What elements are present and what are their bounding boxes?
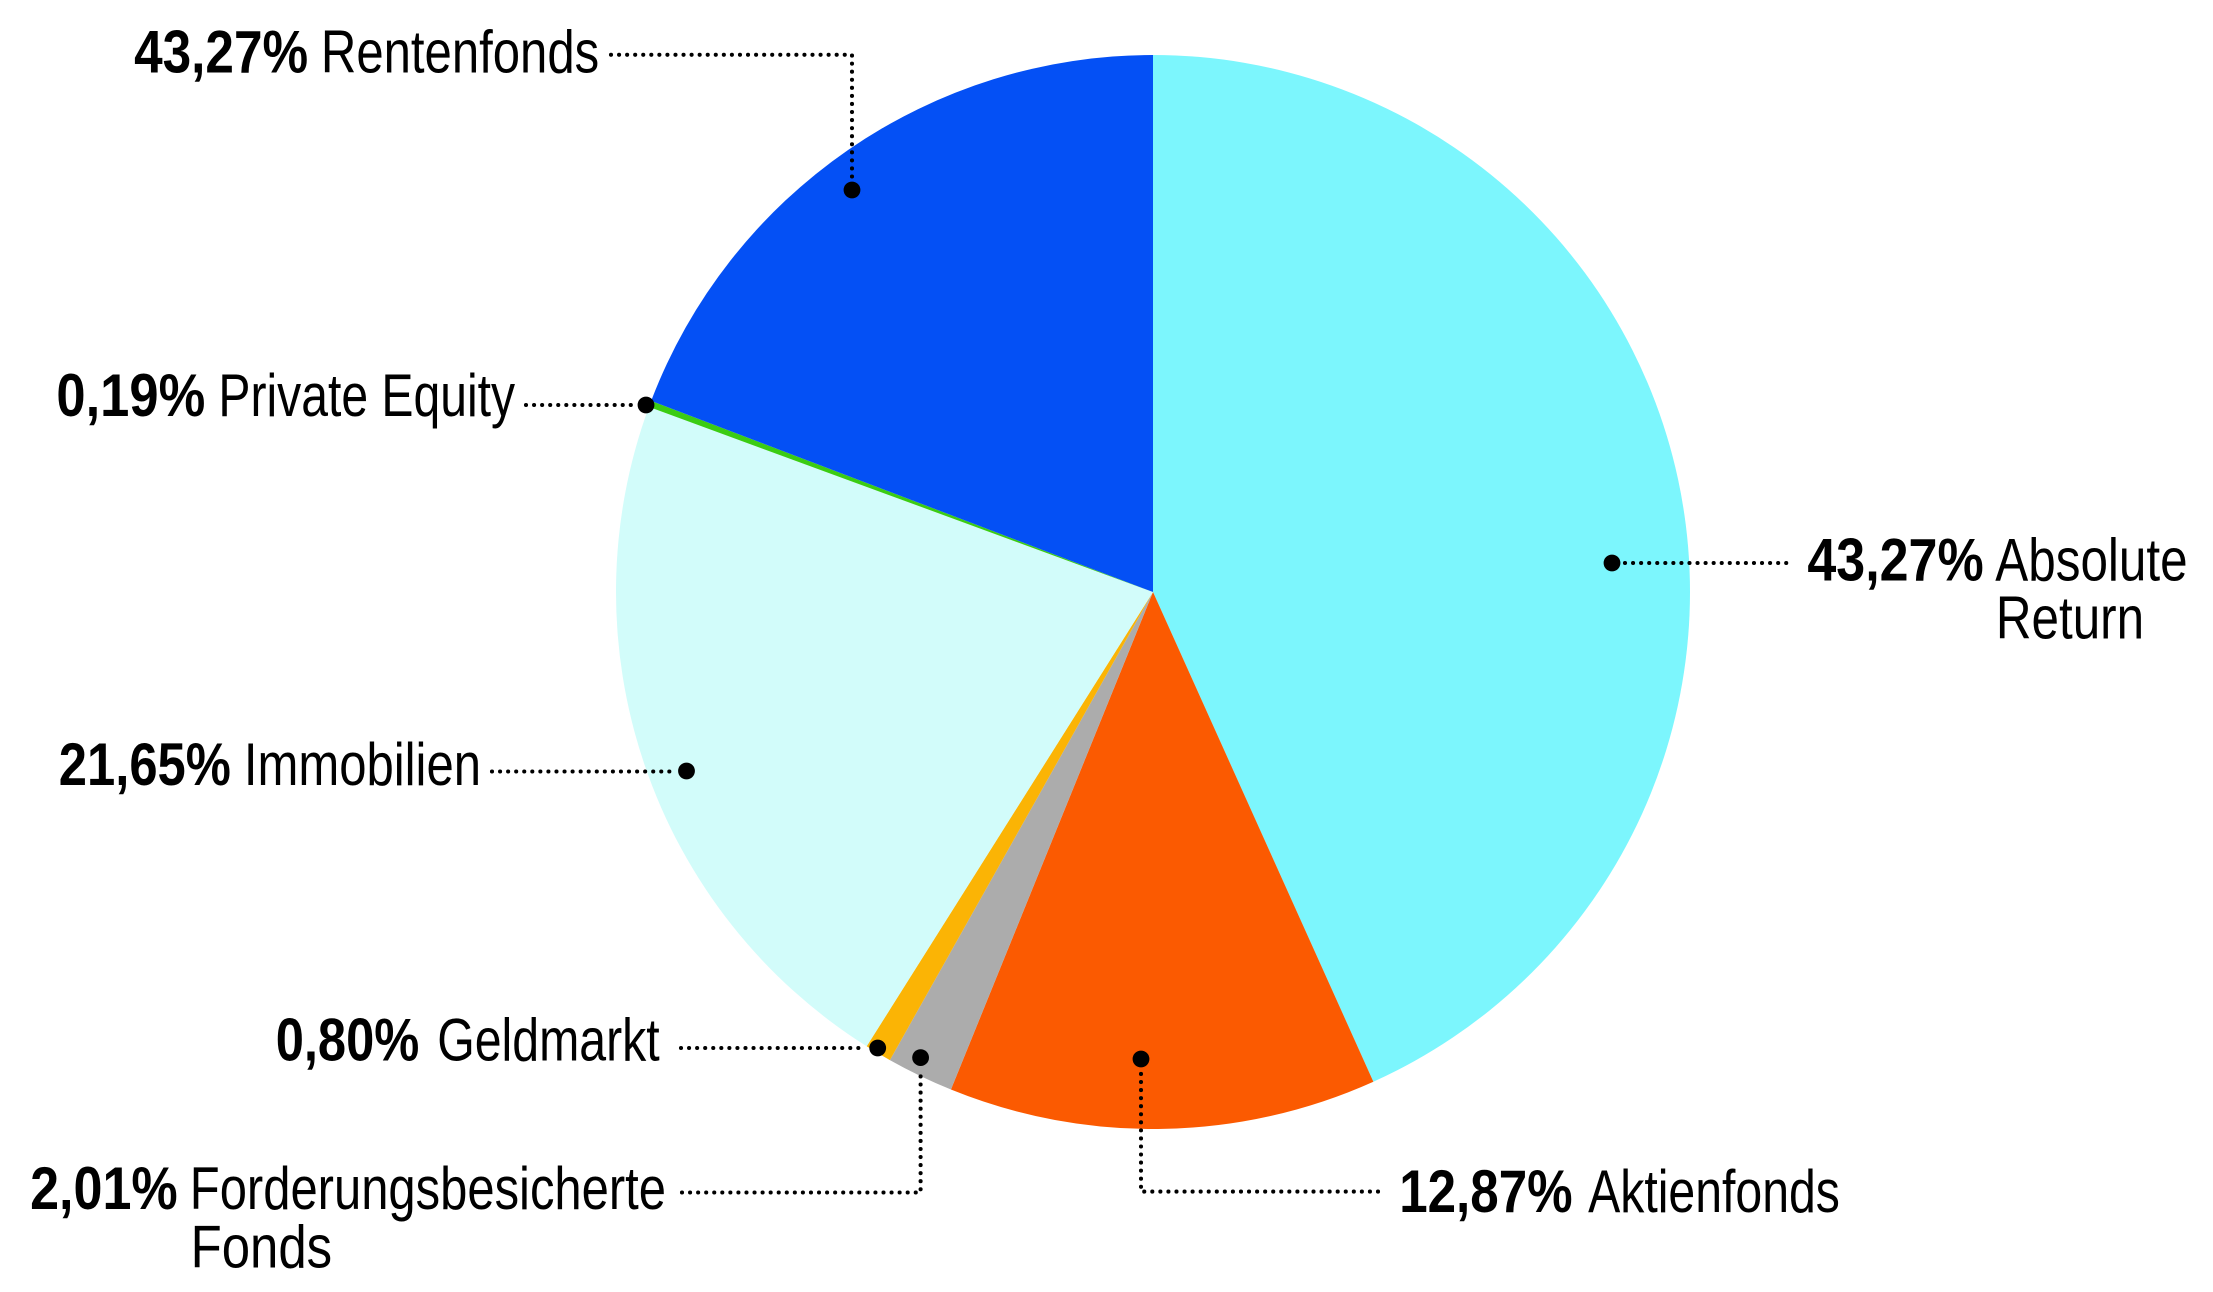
- svg-text:2,01%: 2,01%: [30, 1155, 178, 1222]
- svg-text:Private Equity: Private Equity: [218, 362, 515, 429]
- svg-text:Return: Return: [1996, 585, 2144, 652]
- svg-text:0,19%: 0,19%: [56, 362, 205, 429]
- svg-text:43,27%: 43,27%: [134, 18, 308, 85]
- svg-text:Forderungsbesicherte: Forderungsbesicherte: [190, 1155, 666, 1222]
- svg-text:0,80%: 0,80%: [276, 1007, 420, 1074]
- svg-text:Absolute: Absolute: [1995, 526, 2187, 593]
- svg-text:Geldmarkt: Geldmarkt: [437, 1007, 660, 1074]
- svg-text:Immobilien: Immobilien: [244, 731, 481, 798]
- svg-text:21,65%: 21,65%: [59, 731, 231, 798]
- svg-text:43,27%: 43,27%: [1807, 526, 1983, 593]
- svg-text:Aktienfonds: Aktienfonds: [1588, 1158, 1840, 1225]
- svg-text:Rentenfonds: Rentenfonds: [321, 18, 599, 85]
- svg-text:Fonds: Fonds: [191, 1214, 333, 1281]
- svg-text:12,87%: 12,87%: [1399, 1158, 1572, 1225]
